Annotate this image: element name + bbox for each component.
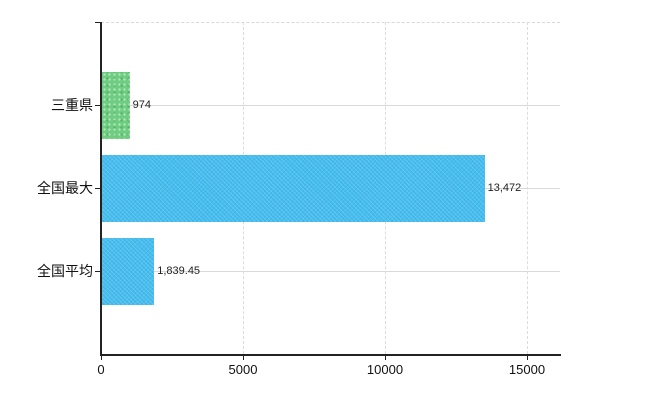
bar-national-avg[interactable] (102, 237, 155, 305)
plot-top-border (101, 22, 560, 23)
bar-mie[interactable] (102, 71, 130, 139)
x-axis-tick (385, 354, 386, 360)
plot-area (101, 22, 560, 354)
x-tick-label: 0 (97, 362, 105, 377)
y-axis-tick (95, 187, 101, 189)
x-axis-tick (243, 354, 244, 360)
x-tick-label: 15000 (508, 362, 546, 377)
bar-national-max[interactable] (102, 154, 485, 222)
x-axis-tick (527, 354, 528, 360)
value-label: 13,472 (487, 181, 522, 194)
x-axis-tick (101, 354, 102, 360)
y-axis-tick (95, 270, 101, 272)
x-tick-label: 5000 (228, 362, 258, 377)
category-gridline (101, 270, 560, 272)
category-label: 三重県 (51, 97, 93, 113)
value-label: 974 (132, 98, 152, 111)
value-label: 1,839.45 (157, 264, 201, 277)
x-tick-label: 10000 (366, 362, 404, 377)
category-label: 全国最大 (37, 180, 93, 196)
y-axis-tick (95, 104, 101, 106)
category-gridline (101, 104, 560, 106)
x-axis-line (100, 354, 561, 356)
y-axis-end-tick (95, 22, 101, 23)
category-label: 全国平均 (37, 263, 93, 279)
